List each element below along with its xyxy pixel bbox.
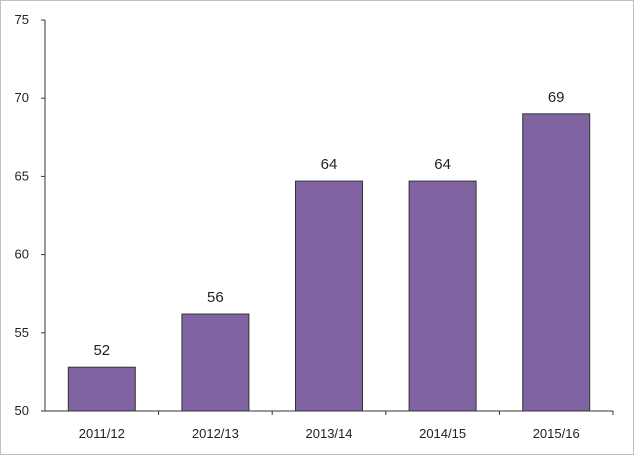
y-tick-label: 65 bbox=[15, 168, 29, 183]
x-tick-label: 2012/13 bbox=[192, 426, 239, 441]
y-axis: 50 55 60 65 70 75 bbox=[15, 12, 46, 418]
bar-2014-15 bbox=[408, 180, 477, 412]
y-tick-label: 70 bbox=[15, 90, 29, 105]
data-label: 56 bbox=[207, 289, 224, 306]
data-label: 52 bbox=[93, 342, 110, 359]
bar-2012-13 bbox=[181, 313, 250, 412]
data-label: 69 bbox=[548, 89, 565, 106]
x-tick-label: 2013/14 bbox=[306, 426, 353, 441]
x-tick-label: 2011/12 bbox=[79, 426, 125, 441]
bar-2015-16 bbox=[522, 113, 591, 412]
y-tick-label: 55 bbox=[15, 325, 29, 340]
bar-2013-14 bbox=[295, 180, 363, 412]
x-tick-label: 2015/16 bbox=[533, 426, 580, 441]
data-label: 64 bbox=[321, 156, 338, 173]
data-labels: 52 56 64 64 69 bbox=[93, 89, 564, 359]
x-tick-label: 2014/15 bbox=[419, 426, 466, 441]
bar-2011-12 bbox=[67, 366, 136, 412]
bars bbox=[67, 113, 591, 412]
y-tick-label: 75 bbox=[15, 12, 29, 27]
data-label: 64 bbox=[434, 156, 451, 173]
y-tick-label: 50 bbox=[15, 403, 29, 418]
x-axis: 2011/12 2012/13 2013/14 2014/15 2015/16 bbox=[45, 410, 614, 441]
y-tick-label: 60 bbox=[15, 247, 29, 262]
